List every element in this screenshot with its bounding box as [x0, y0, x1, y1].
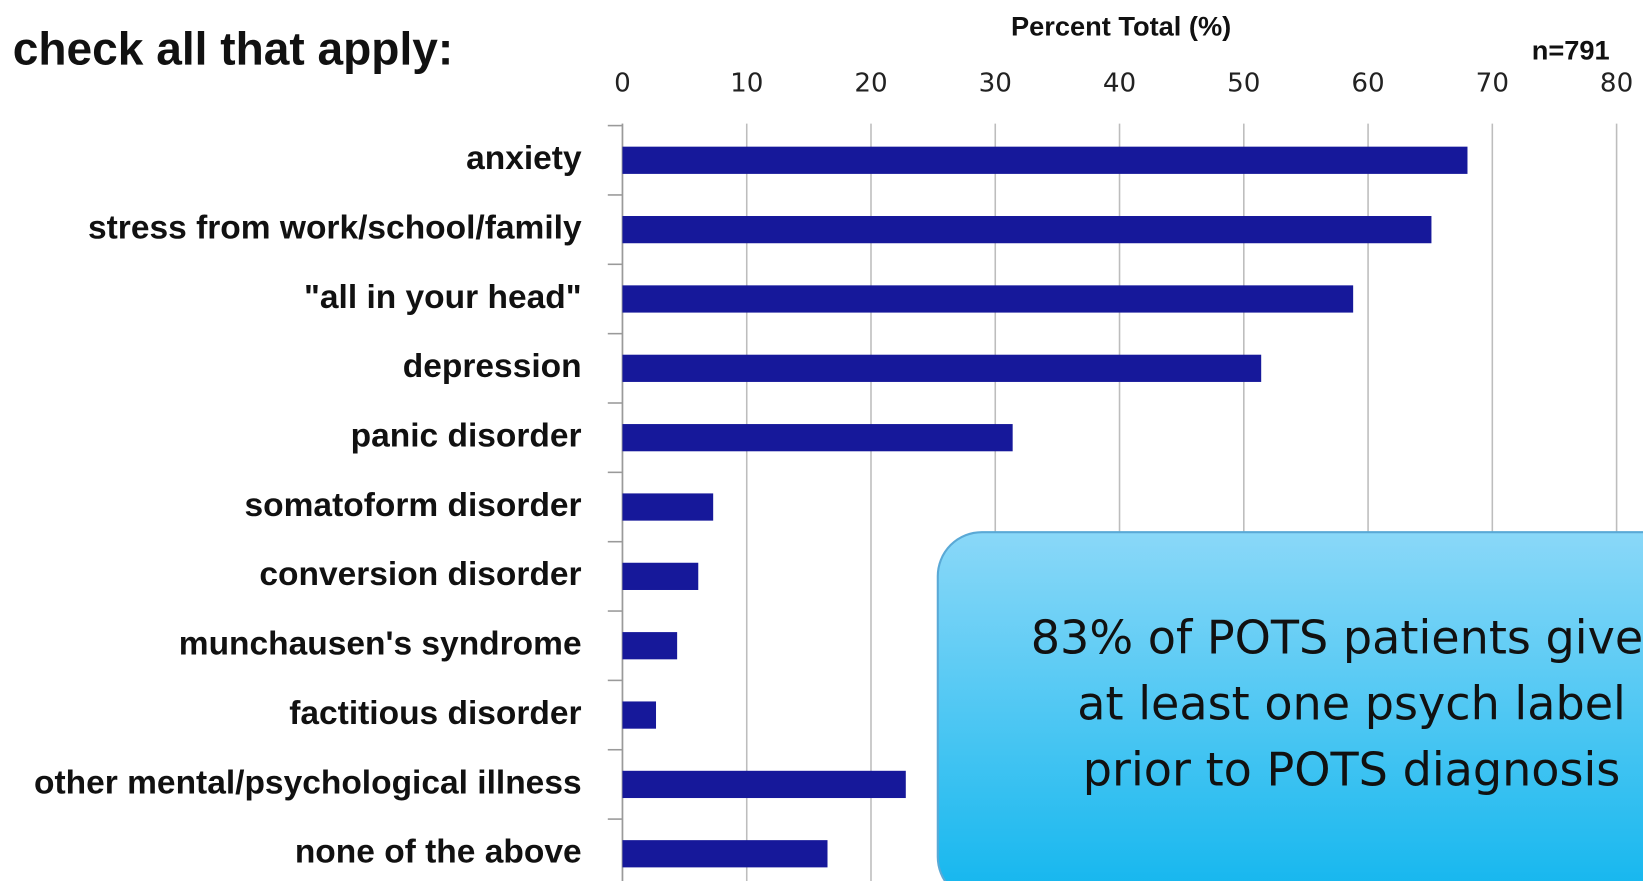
y-tick-label: munchausen's syndrome	[179, 626, 582, 663]
bar	[622, 424, 1013, 452]
y-tick-label: anxiety	[466, 140, 582, 177]
bar	[622, 562, 699, 590]
y-tick-label: stress from work/school/family	[88, 209, 582, 246]
bar	[622, 354, 1262, 382]
bar	[622, 146, 1468, 174]
x-tick-label: 0	[614, 68, 631, 98]
bar	[622, 701, 657, 729]
bar	[622, 840, 828, 868]
annotation: n=791	[1532, 35, 1610, 66]
x-tick-label: 40	[1103, 68, 1136, 98]
y-tick-label: "all in your head"	[304, 279, 582, 316]
bar	[622, 770, 906, 799]
bar	[622, 493, 714, 521]
y-tick-label: factitious disorder	[289, 695, 581, 732]
y-tick-label: conversion disorder	[259, 556, 581, 593]
y-tick-label: somatoform disorder	[245, 487, 582, 524]
x-tick-label: 50	[1227, 68, 1260, 98]
callout-text: prior to POTS diagnosis	[1083, 743, 1621, 797]
x-tick-label: 60	[1351, 68, 1384, 98]
bar	[622, 285, 1354, 313]
bar	[622, 632, 678, 660]
y-tick-label: other mental/psychological illness	[34, 764, 582, 801]
y-tick-label: none of the above	[295, 834, 582, 871]
x-tick-label: 10	[730, 68, 763, 98]
callout-text: 83% of POTS patients given	[1031, 611, 1643, 665]
callout-box	[936, 531, 1643, 881]
callout-text: at least one psych label	[1077, 677, 1626, 731]
x-tick-label: 30	[979, 68, 1012, 98]
x-tick-label: 70	[1476, 68, 1509, 98]
y-tick-label: panic disorder	[351, 418, 582, 455]
x-tick-label: 80	[1600, 68, 1633, 98]
bar	[622, 216, 1432, 244]
y-tick-label: depression	[403, 348, 582, 385]
axis-title: Percent Total (%)	[1011, 10, 1231, 41]
x-tick-label: 20	[854, 68, 887, 98]
chart-title: check all that apply:	[13, 23, 453, 75]
